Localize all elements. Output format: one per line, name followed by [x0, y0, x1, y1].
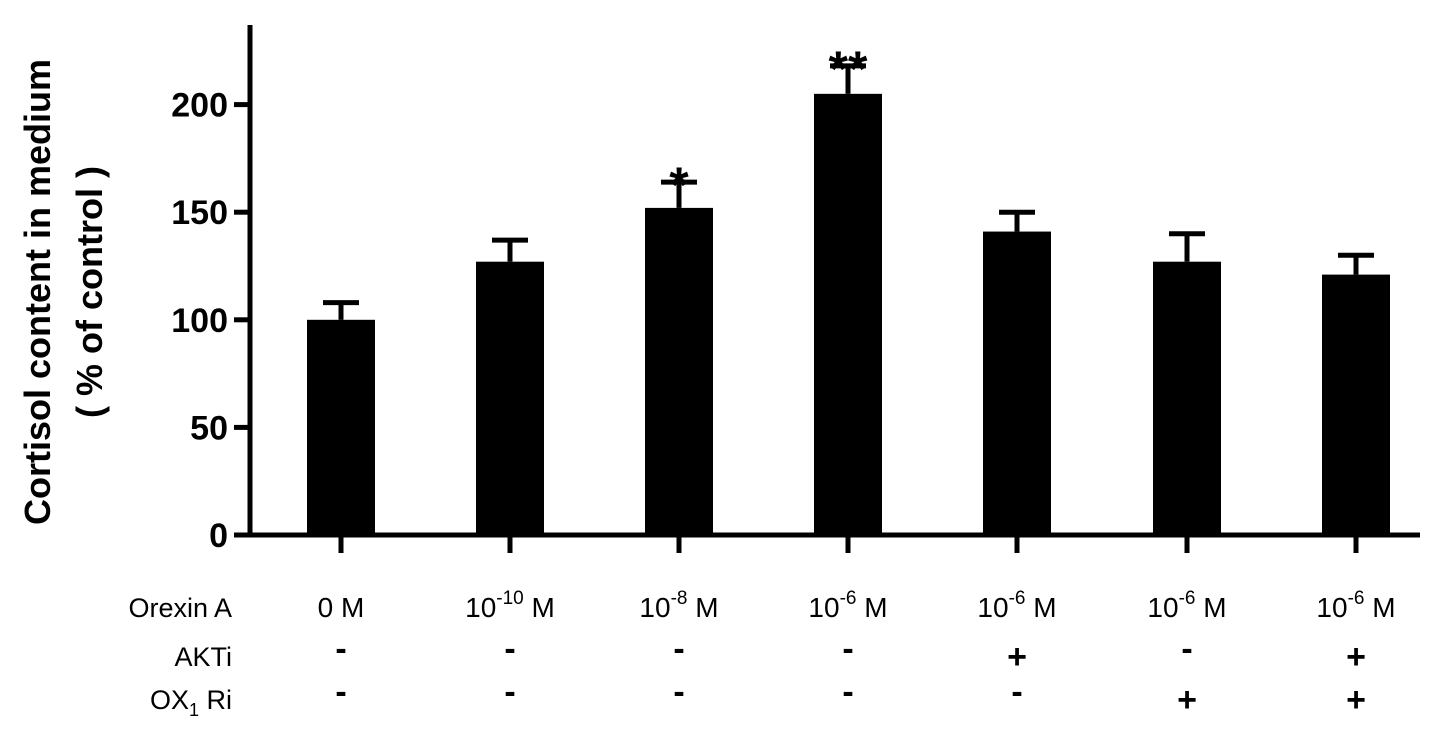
significance-marker: *: [669, 157, 689, 213]
bar: [983, 231, 1051, 535]
bar: [307, 319, 375, 535]
y-tick-label: 100: [171, 302, 228, 340]
x-tick-label: 10-8 M: [639, 588, 718, 623]
y-tick-label: 0: [209, 517, 228, 555]
bar: [1322, 274, 1390, 535]
significance-marker: **: [829, 41, 868, 97]
condition-sign: -: [673, 673, 684, 711]
bar: [645, 207, 713, 535]
condition-sign: -: [842, 630, 853, 668]
x-tick-label: 10-6 M: [1316, 588, 1395, 623]
y-axis-label: Cortisol content in medium ( % of contro…: [17, 59, 110, 525]
condition-sign: -: [335, 673, 346, 711]
condition-labels: Orexin A AKTi OX1 Ri 0 M 10-10 M 10-8 M 10-6 M…: [128, 588, 1395, 720]
condition-sign: -: [335, 630, 346, 668]
y-tick-label: 200: [171, 87, 228, 125]
condition-sign: -: [1181, 630, 1192, 668]
condition-sign: +: [1346, 681, 1366, 719]
condition-sign: +: [1177, 681, 1197, 719]
y-axis-label-line2: ( % of control ): [69, 166, 110, 418]
condition-sign: -: [504, 630, 515, 668]
y-axis-label-line1: Cortisol content in medium: [17, 59, 58, 525]
condition-row-label: OX1 Ri: [150, 685, 232, 720]
condition-sign: -: [673, 630, 684, 668]
bars: ***: [307, 41, 1390, 535]
x-tick-label: 10-6 M: [977, 588, 1056, 623]
bar: [476, 261, 544, 535]
axes: 0 50 100 150 200: [171, 25, 1420, 555]
condition-row-label: Orexin A: [128, 593, 232, 623]
condition-sign: +: [1007, 638, 1027, 676]
condition-sign: -: [842, 673, 853, 711]
x-tick-label: 0 M: [318, 592, 365, 623]
y-tick-label: 150: [171, 194, 228, 232]
condition-row-label: AKTi: [174, 642, 232, 672]
condition-sign: -: [504, 673, 515, 711]
bar: [814, 93, 882, 535]
x-tick-label: 10-6 M: [1147, 588, 1226, 623]
condition-sign: +: [1346, 638, 1366, 676]
bar: [1153, 261, 1221, 535]
condition-sign: -: [1011, 673, 1022, 711]
y-tick-label: 50: [190, 409, 228, 447]
x-tick-label: 10-10 M: [465, 588, 555, 623]
x-tick-label: 10-6 M: [808, 588, 887, 623]
